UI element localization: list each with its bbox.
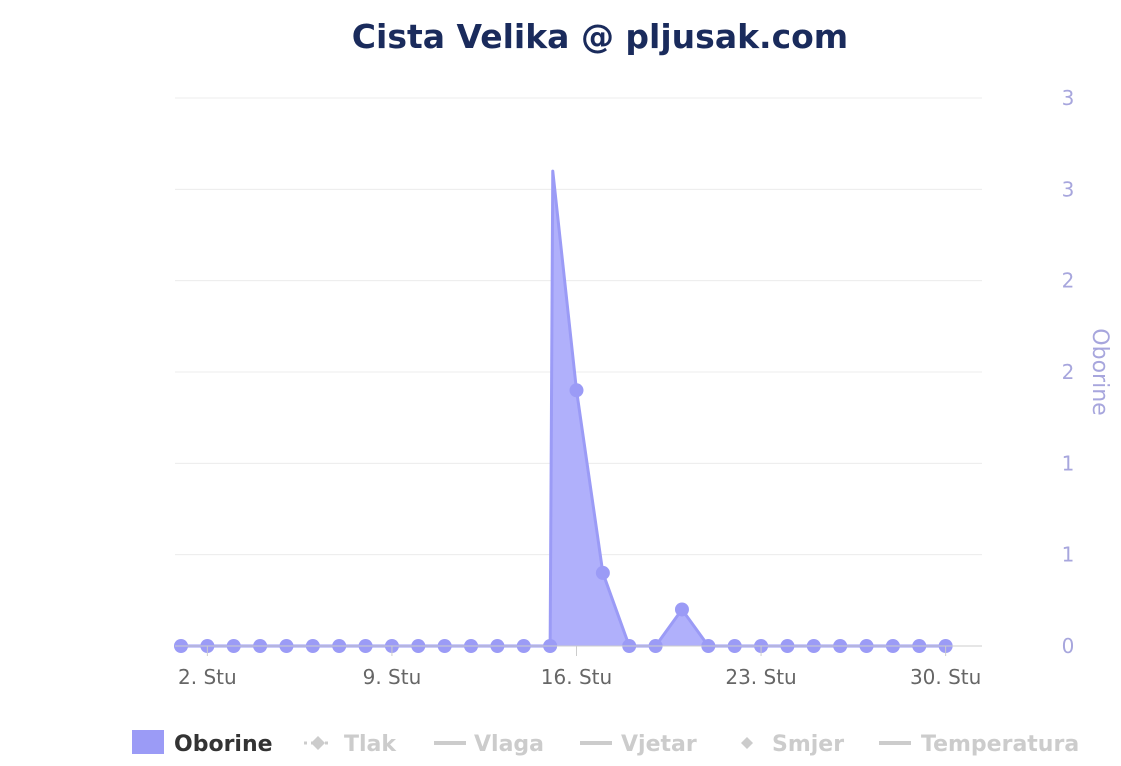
y-axis-label: Oborine xyxy=(1087,328,1112,415)
y-tick-label: 3 xyxy=(1062,177,1075,201)
data-point[interactable] xyxy=(674,602,689,617)
legend-item-temperatura[interactable]: Temperatura xyxy=(879,732,1079,757)
legend-label: Tlak xyxy=(344,732,397,757)
y-tick-label: 0 xyxy=(1062,634,1075,658)
x-tick-label: 30. Stu xyxy=(910,665,981,689)
legend-item-vjetar[interactable]: Vjetar xyxy=(580,732,697,757)
grid xyxy=(175,97,982,556)
data-point[interactable] xyxy=(569,383,584,398)
legend-label: Temperatura xyxy=(921,732,1079,757)
x-tick-label: 16. Stu xyxy=(541,665,612,689)
y-tick-label: 1 xyxy=(1062,543,1075,567)
series-area xyxy=(181,169,946,648)
x-tick-label: 9. Stu xyxy=(363,665,422,689)
data-point[interactable] xyxy=(595,565,610,580)
y-tick-label: 1 xyxy=(1062,451,1075,475)
y-tick-label: 2 xyxy=(1062,269,1075,293)
legend-symbol-diamond xyxy=(311,736,325,750)
legend-label: Vlaga xyxy=(474,732,544,757)
legend-label: Smjer xyxy=(772,732,844,757)
legend-item-vlaga[interactable]: Vlaga xyxy=(434,732,544,757)
chart-title: Cista Velika @ pljusak.com xyxy=(352,17,848,56)
legend-symbol-area xyxy=(132,730,164,754)
y-tick-label: 2 xyxy=(1062,360,1075,384)
oborine-area-fill xyxy=(181,171,946,647)
legend-item-tlak[interactable]: Tlak xyxy=(304,732,397,757)
legend-label: Vjetar xyxy=(621,732,697,757)
legend: Oborine Tlak Vlaga Vjetar Smjer Temperatura xyxy=(132,730,1079,757)
x-axis: 2. Stu 9. Stu 16. Stu 23. Stu 30. Stu xyxy=(175,645,982,689)
legend-item-oborine[interactable]: Oborine xyxy=(132,730,273,757)
x-tick-label: 2. Stu xyxy=(178,665,237,689)
legend-item-smjer[interactable]: Smjer xyxy=(741,732,844,757)
legend-symbol-diamond xyxy=(741,737,753,749)
legend-label: Oborine xyxy=(174,732,273,757)
y-axis: 0 1 1 2 2 3 3 xyxy=(1062,86,1075,658)
x-tick-label: 23. Stu xyxy=(725,665,796,689)
y-tick-label: 3 xyxy=(1062,86,1075,110)
